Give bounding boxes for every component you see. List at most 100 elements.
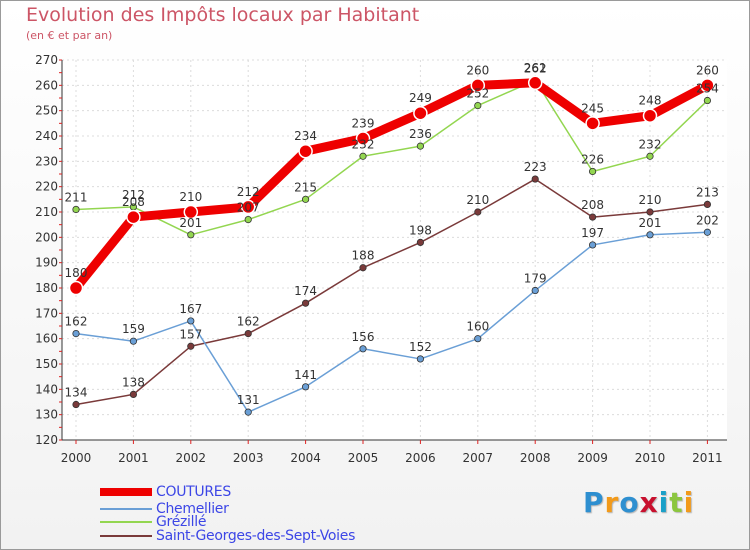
data-point-grezille [416, 142, 424, 150]
legend-label-coutures: COUTURES [156, 484, 231, 500]
data-label-coutures: 239 [352, 117, 375, 131]
x-tick-label: 2003 [233, 451, 264, 465]
data-point-chemellier [359, 345, 367, 353]
series-line-coutures [71, 78, 712, 293]
data-point-grezille [187, 231, 195, 239]
data-label-coutures: 234 [294, 129, 317, 143]
data-point-saint-georges-des-sept-voies [703, 200, 712, 208]
logo-letter-6: t [669, 486, 684, 519]
data-point-coutures [68, 280, 84, 296]
data-point-grezille [301, 195, 310, 203]
data-label-saint-georges-des-sept-voies: 157 [179, 327, 202, 341]
y-tick-label: 220 [35, 180, 58, 194]
data-label-saint-georges-des-sept-voies: 213 [696, 185, 719, 199]
data-point-saint-georges-des-sept-voies [646, 208, 654, 216]
logo-letter-1: P [583, 486, 605, 519]
x-tick-label: 2010 [635, 451, 666, 465]
x-tick-label: 2011 [692, 451, 723, 465]
legend-entry-coutures: COUTURES [100, 484, 231, 500]
x-tick-label: 2000 [61, 451, 92, 465]
data-point-chemellier [244, 408, 252, 416]
y-tick-label: 230 [35, 154, 58, 168]
data-label-chemellier: 162 [65, 315, 88, 329]
data-label-coutures: 248 [639, 94, 662, 108]
data-label-chemellier: 179 [524, 272, 547, 286]
data-point-coutures [642, 108, 658, 123]
data-point-chemellier [416, 355, 424, 363]
data-point-chemellier [588, 241, 597, 249]
data-point-grezille [359, 152, 367, 160]
data-point-chemellier [301, 383, 310, 391]
legend-entry-grezille: Grézillé [100, 514, 206, 530]
data-point-saint-georges-des-sept-voies [416, 238, 424, 246]
data-point-saint-georges-des-sept-voies [187, 342, 195, 350]
data-point-grezille [244, 216, 252, 224]
data-label-coutures: 261 [524, 61, 547, 75]
logo-letter-2: r [604, 486, 620, 519]
x-tick-label: 2009 [577, 451, 608, 465]
data-point-grezille [646, 152, 654, 160]
data-label-grezille: 254 [696, 82, 719, 96]
data-label-coutures: 210 [179, 190, 202, 204]
data-label-saint-georges-des-sept-voies: 174 [294, 284, 317, 298]
data-point-coutures [700, 78, 715, 93]
x-tick-label: 2007 [463, 451, 494, 465]
y-tick-label: 130 [35, 408, 58, 422]
y-tick-label: 150 [35, 357, 58, 371]
y-tick-label: 160 [35, 332, 58, 346]
data-label-saint-georges-des-sept-voies: 208 [581, 198, 604, 212]
data-point-saint-georges-des-sept-voies [72, 400, 80, 409]
data-point-grezille [72, 205, 80, 214]
data-label-chemellier: 141 [294, 368, 317, 382]
data-point-grezille [703, 96, 712, 105]
data-label-grezille: 226 [581, 152, 604, 166]
data-point-grezille [474, 102, 482, 110]
data-label-grezille: 207 [237, 201, 260, 215]
data-label-saint-georges-des-sept-voies: 138 [122, 375, 145, 389]
data-label-saint-georges-des-sept-voies: 210 [639, 193, 662, 207]
data-label-coutures: 245 [581, 101, 604, 115]
x-tick-label: 2001 [118, 451, 149, 465]
data-point-saint-georges-des-sept-voies [301, 299, 310, 307]
proxiti-logo: Proxiti [583, 486, 694, 519]
data-label-chemellier: 202 [696, 213, 719, 227]
data-label-grezille: 232 [352, 137, 375, 151]
x-tick-label: 2008 [520, 451, 551, 465]
data-point-coutures [413, 105, 428, 121]
data-label-grezille: 211 [65, 190, 88, 204]
data-point-chemellier [703, 228, 712, 236]
data-label-grezille: 252 [466, 87, 489, 101]
data-point-coutures [527, 75, 543, 91]
data-label-grezille: 201 [179, 216, 202, 230]
data-label-saint-georges-des-sept-voies: 188 [352, 249, 375, 263]
chart-title: Evolution des Impôts locaux par Habitant [26, 4, 420, 26]
legend-swatch-grezille [100, 521, 152, 523]
legend-label-chemellier: Chemellier [156, 501, 229, 517]
data-label-coutures: 260 [696, 63, 719, 77]
x-tick-label: 2002 [176, 451, 207, 465]
data-label-coutures: 180 [65, 266, 88, 280]
legend-swatch-coutures [100, 488, 152, 496]
data-label-coutures: 208 [122, 195, 145, 209]
data-label-saint-georges-des-sept-voies: 223 [524, 160, 547, 174]
y-tick-label: 200 [35, 230, 58, 244]
data-label-chemellier: 197 [581, 226, 604, 240]
data-point-saint-georges-des-sept-voies [129, 390, 137, 398]
data-label-saint-georges-des-sept-voies: 134 [65, 386, 88, 400]
data-label-grezille: 236 [409, 127, 432, 141]
series-line-saint-georges-des-sept-voies [75, 178, 709, 406]
data-point-saint-georges-des-sept-voies [359, 264, 367, 272]
legend-entry-saint-georges: Saint-Georges-des-Sept-Voies [100, 528, 355, 544]
data-point-chemellier [474, 335, 482, 343]
y-tick-label: 140 [35, 382, 58, 396]
x-tick-label: 2006 [405, 451, 436, 465]
data-label-saint-georges-des-sept-voies: 198 [409, 223, 432, 237]
chart-subtitle: (en € et par an) [26, 29, 113, 42]
data-label-chemellier: 201 [639, 216, 662, 230]
data-point-coutures [240, 199, 256, 215]
data-label-grezille: 215 [294, 180, 317, 194]
data-point-coutures [470, 78, 486, 93]
data-point-coutures [298, 143, 313, 159]
data-point-chemellier [129, 337, 137, 345]
